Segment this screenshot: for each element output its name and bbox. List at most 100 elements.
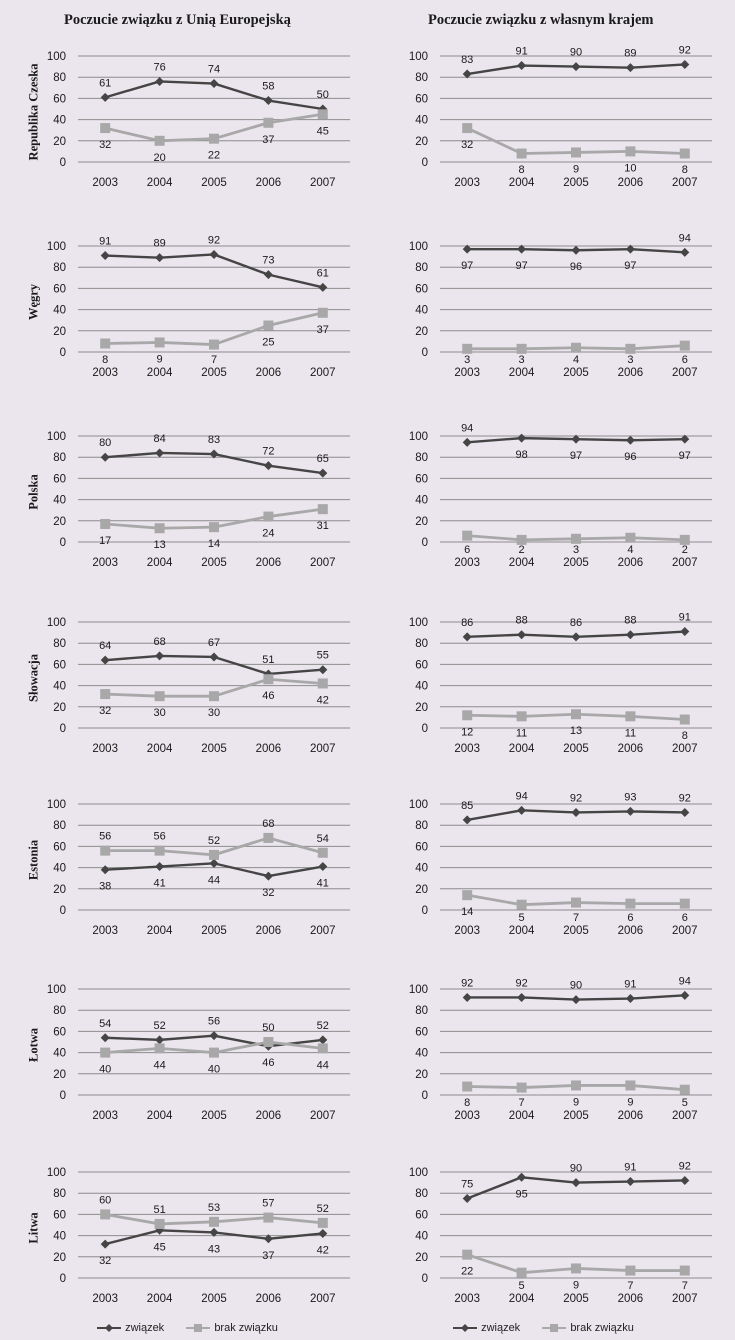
data-point-brak-zwiazku [100, 338, 111, 349]
data-point-brak-zwiazku [263, 320, 274, 331]
data-label-zwiazek: 92 [208, 234, 220, 246]
data-point-zwiazek [318, 862, 328, 872]
data-point-zwiazek [571, 995, 581, 1005]
data-point-brak-zwiazku [263, 117, 274, 128]
legend-right: związek brak związku [452, 1322, 652, 1336]
y-tick-label: 40 [415, 1231, 428, 1243]
y-tick-label: 0 [422, 537, 428, 549]
data-label-brak-zwiazku: 8 [682, 730, 688, 742]
x-tick-label: 2004 [147, 367, 173, 379]
data-point-zwiazek [625, 994, 635, 1004]
y-tick-label: 0 [422, 905, 428, 917]
y-tick-label: 0 [60, 905, 66, 917]
x-tick-label: 2006 [256, 177, 282, 189]
x-tick-label: 2007 [310, 367, 336, 379]
y-tick-label: 20 [415, 702, 428, 714]
y-tick-label: 80 [53, 1005, 66, 1017]
x-tick-label: 2007 [672, 557, 698, 569]
data-label-zwiazek: 86 [570, 617, 582, 629]
data-point-brak-zwiazku [154, 1218, 165, 1229]
data-point-brak-zwiazku [317, 678, 328, 689]
data-label-zwiazek: 56 [208, 1016, 220, 1028]
data-point-zwiazek [209, 449, 219, 459]
data-label-brak-zwiazku: 11 [625, 727, 636, 739]
data-point-brak-zwiazku [317, 307, 328, 318]
legend-label-brak-zwiazku: brak związku [214, 1322, 278, 1335]
data-label-brak-zwiazku: 6 [627, 912, 633, 924]
data-label-brak-zwiazku: 8 [519, 164, 525, 176]
chart-left-estonia: 0 20 40 60 80 100 2003 2004 2005 2006 2007 38 41 44 32… [47, 799, 350, 937]
x-tick-label: 2003 [454, 743, 480, 755]
x-tick-label: 2007 [310, 177, 336, 189]
x-tick-label: 2007 [310, 743, 336, 755]
data-point-brak-zwiazku [154, 845, 165, 856]
data-label-zwiazek: 64 [99, 640, 111, 652]
data-label-zwiazek: 98 [515, 449, 527, 461]
data-point-zwiazek [209, 1227, 219, 1237]
x-tick-label: 2005 [563, 367, 589, 379]
data-label-brak-zwiazku: 32 [99, 705, 111, 717]
legend-marker-brak-zwiazku [186, 1324, 211, 1333]
data-point-brak-zwiazku [516, 1267, 527, 1278]
y-tick-label: 60 [53, 659, 66, 671]
x-tick-label: 2005 [563, 925, 589, 937]
x-tick-label: 2006 [618, 925, 644, 937]
y-tick-label: 20 [415, 884, 428, 896]
data-label-zwiazek: 95 [515, 1188, 527, 1200]
data-point-zwiazek [680, 627, 690, 637]
data-point-zwiazek [625, 1177, 635, 1187]
y-tick-label: 100 [409, 241, 428, 253]
data-point-zwiazek [155, 1035, 165, 1045]
x-tick-label: 2004 [509, 177, 535, 189]
data-label-zwiazek: 72 [262, 446, 274, 458]
y-tick-label: 0 [60, 723, 66, 735]
data-label-brak-zwiazku: 40 [99, 1064, 111, 1076]
y-tick-label: 100 [47, 241, 66, 253]
legend-item-brak-zwiazku: brak związku [185, 1322, 278, 1334]
x-tick-label: 2006 [618, 1110, 644, 1122]
y-tick-label: 60 [415, 283, 428, 295]
data-label-zwiazek: 94 [679, 232, 691, 244]
y-tick-label: 40 [53, 681, 66, 693]
data-label-brak-zwiazku: 2 [519, 544, 525, 556]
data-label-brak-zwiazku: 9 [627, 1096, 633, 1108]
x-tick-label: 2007 [672, 1293, 698, 1305]
legend-marker-zwiazek [97, 1324, 121, 1333]
x-tick-label: 2007 [310, 1293, 336, 1305]
data-label-zwiazek: 52 [317, 1020, 329, 1032]
data-label-brak-zwiazku: 45 [317, 125, 329, 137]
x-tick-label: 2005 [201, 1110, 227, 1122]
y-tick-label: 80 [415, 262, 428, 274]
data-label-zwiazek: 41 [317, 878, 329, 890]
data-label-brak-zwiazku: 52 [317, 1203, 329, 1215]
data-point-brak-zwiazku [263, 832, 274, 843]
data-label-brak-zwiazku: 25 [262, 337, 274, 349]
data-point-zwiazek [318, 468, 328, 478]
data-label-zwiazek: 68 [153, 636, 165, 648]
data-label-zwiazek: 94 [515, 790, 527, 802]
data-label-zwiazek: 92 [679, 44, 691, 56]
data-label-zwiazek: 54 [99, 1018, 111, 1030]
y-tick-label: 20 [53, 326, 66, 338]
data-point-zwiazek [571, 434, 581, 444]
x-tick-label: 2004 [509, 1110, 535, 1122]
data-point-brak-zwiazku [209, 522, 219, 533]
x-tick-label: 2005 [201, 1293, 227, 1305]
data-point-brak-zwiazku [100, 689, 111, 700]
data-point-zwiazek [100, 655, 110, 665]
data-point-zwiazek [155, 862, 165, 872]
x-tick-label: 2006 [256, 925, 282, 937]
data-label-brak-zwiazku: 3 [573, 544, 579, 556]
y-tick-label: 40 [415, 495, 428, 507]
right-column-title: Poczucie związku z własnym krajem [428, 12, 654, 28]
data-point-zwiazek [462, 69, 472, 79]
data-label-zwiazek: 38 [99, 881, 111, 893]
y-tick-label: 20 [415, 1252, 428, 1264]
y-tick-label: 20 [53, 136, 66, 148]
data-point-zwiazek [462, 244, 472, 254]
chart-right-wegry: 0 20 40 60 80 100 2003 2004 2005 2006 2007 97 97 96 97… [409, 232, 712, 379]
data-point-brak-zwiazku [516, 899, 527, 910]
data-label-zwiazek: 83 [208, 434, 220, 446]
y-tick-label: 100 [47, 1167, 66, 1179]
